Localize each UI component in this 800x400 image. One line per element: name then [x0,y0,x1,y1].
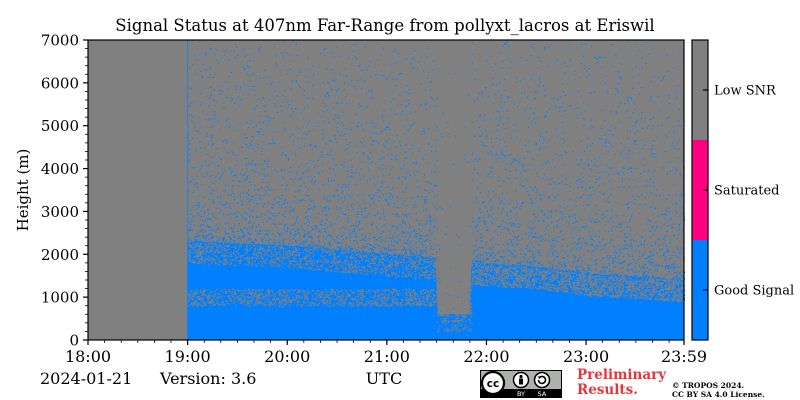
y-tick-label: 7000 [41,32,79,50]
y-axis: 0 1000 2000 3000 4000 5000 6000 7000 [41,32,88,350]
x-tick-label: 23:59 [661,347,707,366]
colorbar-segment [692,240,708,340]
x-axis: 18:00 19:00 20:00 21:00 22:00 23:00 23:59 [65,340,707,366]
colorbar-label: Saturated [714,184,779,199]
plot-frame [87,39,685,341]
colorbar: Good Signal Saturated Low SNR [691,39,794,341]
y-tick-label: 3000 [41,203,79,221]
x-axis-label: UTC [366,369,402,388]
date-label: 2024-01-21 [40,369,133,388]
cc-icon-text: cc [487,378,499,390]
x-tick-label: 22:00 [463,347,509,366]
sa-label: SA [538,390,547,398]
preliminary-line-1: Preliminary [577,367,667,383]
colorbar-segment [692,140,708,240]
y-tick-label: 6000 [41,74,79,92]
preliminary-results-note: Preliminary Results. [577,368,666,398]
sa-icon [533,371,551,389]
chart-title: Signal Status at 407nm Far-Range from po… [115,16,655,35]
colorbar-label: Low SNR [714,84,777,99]
y-tick-label: 0 [69,332,79,350]
cc-by-sa-logo: cc BY SA [480,370,562,398]
y-tick-label: 1000 [41,289,79,307]
colorbar-label: Good Signal [714,284,794,299]
copyright-note: © TROPOS 2024. CC BY SA 4.0 License. [672,381,765,399]
plot-area [87,39,686,341]
x-tick-label: 20:00 [264,347,310,366]
y-tick-label: 2000 [41,246,79,264]
y-tick-label: 5000 [41,117,79,135]
colorbar-frame [691,39,709,341]
copyright-line-1: © TROPOS 2024. [672,381,745,390]
preliminary-line-2: Results. [577,382,638,398]
x-tick-label: 21:00 [364,347,410,366]
cc-icon [480,370,506,396]
copyright-line-2: CC BY SA 4.0 License. [672,390,765,399]
x-tick-label: 19:00 [165,347,211,366]
colorbar-segment [692,40,708,140]
x-tick-label: 18:00 [65,347,111,366]
signal-status-layer [187,40,686,340]
good-signal-region [187,241,684,340]
x-tick-label: 23:00 [563,347,609,366]
version-label: Version: 3.6 [160,369,257,388]
y-axis-label: Height (m) [14,149,32,232]
by-label: BY [517,390,525,398]
low-snr-speckle [187,241,686,333]
y-tick-label: 4000 [41,160,79,178]
